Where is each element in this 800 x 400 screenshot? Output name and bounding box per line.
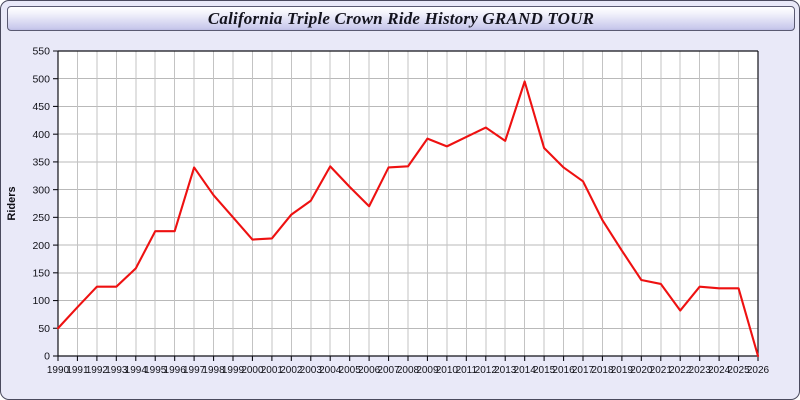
x-tick-label: 2001 — [261, 365, 284, 376]
x-tick-label: 2025 — [727, 365, 750, 376]
x-tick-label: 2000 — [241, 365, 264, 376]
x-tick-label: 2003 — [300, 365, 323, 376]
y-tick-label: 400 — [32, 129, 50, 141]
x-tick-label: 1991 — [66, 365, 89, 376]
x-tick-label: 2021 — [650, 365, 673, 376]
x-tick-label: 2015 — [533, 365, 556, 376]
x-tick-label: 2024 — [708, 365, 731, 376]
x-tick-label: 2008 — [397, 365, 420, 376]
y-tick-label: 500 — [32, 73, 50, 85]
x-tick-label: 2016 — [552, 365, 575, 376]
window-title-bar: California Triple Crown Ride History GRA… — [7, 6, 795, 31]
y-tick-label: 300 — [32, 184, 50, 196]
x-tick-label: 2020 — [630, 365, 653, 376]
x-tick-label: 1993 — [105, 365, 128, 376]
x-tick-label: 2010 — [436, 365, 459, 376]
riders-series-line — [56, 80, 760, 358]
y-tick-label: 150 — [32, 268, 50, 280]
x-tick-label: 1994 — [125, 365, 148, 376]
x-tick-label: 1992 — [86, 365, 109, 376]
x-tick-label: 1998 — [202, 365, 225, 376]
x-tick-label: 1996 — [164, 365, 187, 376]
x-tick-label: 2013 — [494, 365, 517, 376]
x-axis-ticks — [57, 356, 759, 361]
y-tick-label: 450 — [32, 101, 50, 113]
x-gridlines — [76, 51, 740, 356]
y-tick-label: 250 — [32, 212, 50, 224]
x-tick-label: 2012 — [475, 365, 498, 376]
x-tick-label: 2009 — [416, 365, 439, 376]
x-tick-label: 2026 — [747, 365, 770, 376]
y-tick-label: 0 — [44, 351, 50, 363]
x-tick-label: 2004 — [319, 365, 342, 376]
x-tick-label: 2005 — [339, 365, 362, 376]
x-tick-label: 2018 — [591, 365, 614, 376]
y-axis-tick-labels: 0 50 100 150 200 250 300 350 400 450 500 550 — [32, 46, 50, 363]
x-tick-label: 1999 — [222, 365, 245, 376]
x-tick-label: 1990 — [47, 365, 70, 376]
y-axis-ticks — [53, 50, 58, 357]
x-tick-label: 2014 — [514, 365, 537, 376]
x-tick-label: 2007 — [377, 365, 400, 376]
x-tick-label: 1995 — [144, 365, 167, 376]
x-tick-label: 2011 — [456, 365, 478, 376]
x-axis-tick-labels: 1990199119921993199419951996199719981999… — [47, 365, 770, 376]
x-tick-label: 2019 — [611, 365, 634, 376]
y-tick-label: 50 — [38, 323, 50, 335]
x-tick-label: 2022 — [669, 365, 692, 376]
x-tick-label: 2023 — [689, 365, 712, 376]
y-tick-label: 200 — [32, 240, 50, 252]
chart-canvas: 0 50 100 150 200 250 300 350 400 450 500 550 1990 19… — [1, 33, 799, 399]
x-tick-label: 2002 — [280, 365, 303, 376]
y-axis-title: Riders — [6, 186, 18, 220]
x-tick-label: 2006 — [358, 365, 381, 376]
y-tick-label: 350 — [32, 157, 50, 169]
page-title: California Triple Crown Ride History GRA… — [207, 8, 595, 28]
y-tick-label: 550 — [32, 46, 50, 58]
y-tick-label: 100 — [32, 295, 50, 307]
x-tick-label: 2017 — [572, 365, 595, 376]
x-tick-label: 1997 — [183, 365, 206, 376]
